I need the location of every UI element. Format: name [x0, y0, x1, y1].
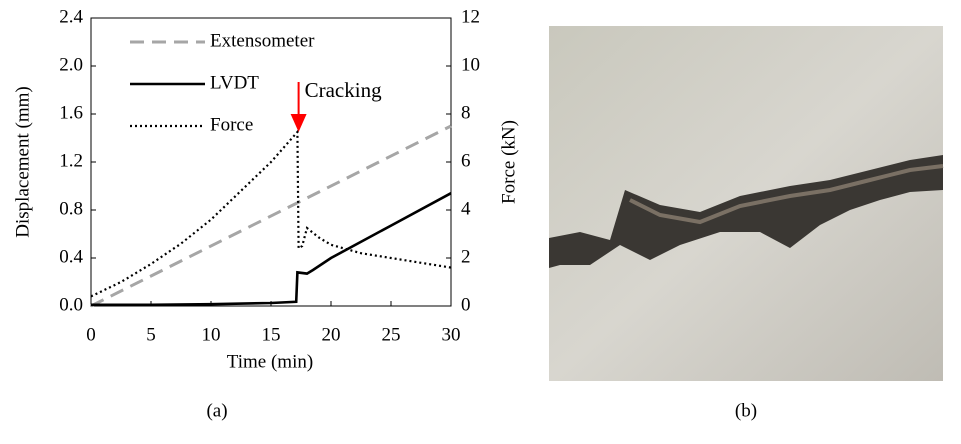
x-tick-label: 25	[382, 324, 401, 345]
y-tick-label: 2.0	[59, 54, 83, 75]
legend-label: LVDT	[210, 72, 259, 93]
y2-tick-label: 4	[461, 198, 471, 219]
annotation-label: Cracking	[305, 78, 382, 102]
crack-edge	[629, 164, 944, 225]
y-tick-label: 2.4	[59, 6, 83, 27]
y-tick-label: 1.6	[59, 102, 83, 123]
y-tick-label: 0.0	[59, 294, 83, 315]
x-tick-label: 20	[322, 324, 341, 345]
panel-label: (b)	[735, 400, 757, 421]
y-axis-title: Displacement (mm)	[12, 86, 33, 237]
legend-label: Extensometer	[210, 30, 315, 51]
y-tick-label: 0.4	[59, 246, 83, 267]
y2-axis-title: Force (kN)	[498, 120, 519, 204]
x-tick-label: 30	[442, 324, 461, 345]
legend-label: Force	[210, 114, 253, 135]
x-tick-label: 5	[146, 324, 156, 345]
y2-tick-label: 8	[461, 102, 471, 123]
x-tick-label: 0	[86, 324, 96, 345]
y-tick-label: 0.8	[59, 198, 83, 219]
x-axis-title: Time (min)	[227, 351, 313, 372]
y2-tick-label: 0	[461, 294, 471, 315]
y-tick-label: 1.2	[59, 150, 83, 171]
y2-tick-label: 2	[461, 246, 471, 267]
series-line	[91, 192, 452, 307]
photo	[549, 26, 944, 381]
y2-tick-label: 10	[461, 54, 480, 75]
series-line	[90, 129, 452, 298]
y2-tick-label: 6	[461, 150, 471, 171]
panel-label: (a)	[206, 400, 227, 421]
x-tick-label: 10	[202, 324, 221, 345]
series-line	[90, 124, 452, 308]
x-tick-label: 15	[262, 324, 281, 345]
crack	[549, 155, 943, 268]
y2-tick-label: 12	[461, 6, 480, 27]
annotation-arrowhead	[290, 114, 307, 132]
